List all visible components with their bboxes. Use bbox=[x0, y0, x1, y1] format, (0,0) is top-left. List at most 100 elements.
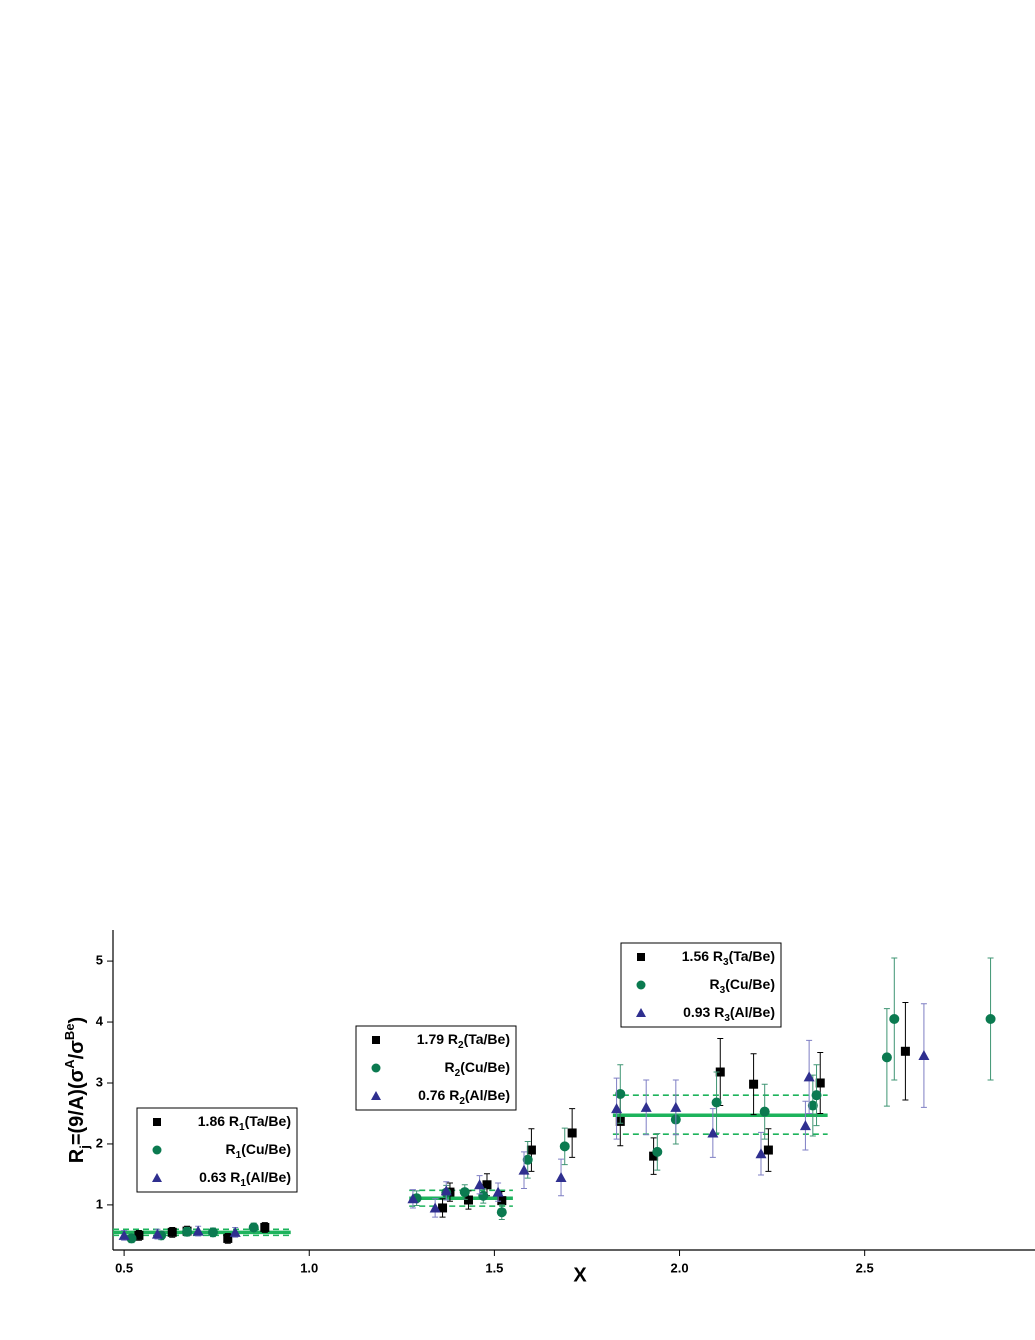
legend-label: R1(Cu/Be) bbox=[226, 1141, 291, 1161]
square-marker bbox=[223, 1233, 233, 1243]
triangle-marker bbox=[474, 1179, 486, 1190]
legend-label-part: (Al/Be) bbox=[465, 1087, 510, 1103]
circle-marker bbox=[711, 1097, 722, 1108]
legend-label-sub: 3 bbox=[723, 957, 729, 968]
legend-marker bbox=[371, 1091, 381, 1100]
y-axis-title-part: =(9/A)(σ bbox=[66, 1068, 88, 1145]
triangle-marker bbox=[440, 1185, 452, 1196]
y-axis-title-part: j bbox=[77, 1145, 92, 1150]
legend-label-sub: 2 bbox=[459, 1096, 465, 1107]
circle-marker bbox=[496, 1207, 507, 1218]
x-tick-label: 2.5 bbox=[856, 1260, 874, 1275]
triangle-marker bbox=[118, 1229, 130, 1240]
legend-label-sub: 1 bbox=[236, 1150, 242, 1161]
circle-marker bbox=[889, 1013, 900, 1024]
square-marker bbox=[438, 1203, 448, 1213]
triangle-marker bbox=[407, 1193, 419, 1204]
legend-label: 1.79 R2(Ta/Be) bbox=[417, 1031, 510, 1051]
y-axis-title: Rj=(9/A)(σA/σBe) bbox=[62, 1017, 92, 1163]
y-axis-title-part: R bbox=[66, 1148, 88, 1163]
legend-label-sub: 2 bbox=[455, 1068, 461, 1079]
legend-label-part: (Cu/Be) bbox=[241, 1141, 291, 1157]
legend-label-part: R bbox=[226, 1141, 236, 1157]
triangle-marker bbox=[429, 1202, 441, 1213]
legend-label: 0.93 R3(Al/Be) bbox=[683, 1004, 775, 1024]
legend-label-part: 1.56 R bbox=[682, 948, 723, 964]
square-marker bbox=[463, 1195, 473, 1205]
legend-marker bbox=[372, 1036, 380, 1044]
triangle-marker bbox=[670, 1101, 682, 1112]
y-tick-label: 5 bbox=[96, 953, 103, 968]
square-marker bbox=[763, 1145, 773, 1155]
legend-marker bbox=[371, 1063, 381, 1073]
legend-label-part: (Cu/Be) bbox=[460, 1059, 510, 1075]
triangle-marker bbox=[151, 1228, 163, 1239]
legend-label-part: R bbox=[445, 1059, 455, 1075]
circle-marker bbox=[615, 1088, 626, 1099]
y-axis-title-part: Be bbox=[62, 1023, 77, 1040]
y-tick-label: 3 bbox=[96, 1074, 103, 1089]
legend-box bbox=[355, 1025, 517, 1111]
triangle-marker bbox=[192, 1225, 204, 1236]
legend-box bbox=[620, 942, 782, 1028]
square-marker bbox=[497, 1196, 507, 1206]
legend-label-part: (Ta/Be) bbox=[245, 1113, 291, 1129]
legend-label-part: 1.86 R bbox=[198, 1113, 239, 1129]
legend-marker bbox=[637, 953, 645, 961]
legend-marker bbox=[152, 1173, 162, 1182]
circle-marker bbox=[559, 1141, 570, 1152]
circle-marker bbox=[807, 1100, 818, 1111]
legend-label-sub: 1 bbox=[239, 1122, 245, 1133]
y-tick-label: 2 bbox=[96, 1135, 103, 1150]
legend-box bbox=[136, 1107, 298, 1193]
triangle-marker bbox=[803, 1071, 815, 1082]
triangle-marker bbox=[492, 1186, 504, 1197]
legend-label: R3(Cu/Be) bbox=[710, 976, 775, 996]
legend-label: 1.56 R3(Ta/Be) bbox=[682, 948, 775, 968]
triangle-marker bbox=[918, 1050, 930, 1061]
square-marker bbox=[167, 1227, 177, 1237]
x-axis-title: X bbox=[573, 1264, 587, 1286]
legend-label-sub: 3 bbox=[724, 1013, 730, 1024]
square-marker bbox=[649, 1151, 659, 1161]
square-marker bbox=[134, 1230, 144, 1240]
legend-label-sub: 1 bbox=[240, 1178, 246, 1189]
y-axis-title-part: A bbox=[62, 1059, 77, 1069]
legend-label: R2(Cu/Be) bbox=[445, 1059, 510, 1079]
legend-marker bbox=[153, 1118, 161, 1126]
legend-label-part: R bbox=[710, 976, 720, 992]
legend-label-sub: 3 bbox=[720, 985, 726, 996]
square-marker bbox=[749, 1079, 759, 1089]
legend-label: 1.86 R1(Ta/Be) bbox=[198, 1113, 291, 1133]
triangle-marker bbox=[518, 1164, 530, 1175]
circle-marker bbox=[985, 1013, 996, 1024]
x-tick-label: 0.5 bbox=[115, 1260, 133, 1275]
triangle-marker bbox=[707, 1127, 719, 1138]
x-tick-label: 1.5 bbox=[485, 1260, 503, 1275]
circle-marker bbox=[248, 1222, 259, 1233]
circle-marker bbox=[207, 1227, 218, 1238]
triangle-marker bbox=[555, 1171, 567, 1182]
y-tick-label: 1 bbox=[96, 1196, 103, 1211]
legend-label-part: 0.63 R bbox=[199, 1169, 240, 1185]
square-marker bbox=[900, 1046, 910, 1056]
legend-label-part: 1.79 R bbox=[417, 1031, 458, 1047]
square-marker bbox=[567, 1128, 577, 1138]
square-marker bbox=[526, 1145, 536, 1155]
triangle-marker bbox=[799, 1120, 811, 1131]
circle-marker bbox=[522, 1154, 533, 1165]
legend-label: 0.76 R2(Al/Be) bbox=[418, 1087, 510, 1107]
square-marker bbox=[715, 1067, 725, 1077]
triangle-marker bbox=[229, 1226, 241, 1237]
x-tick-label: 1.0 bbox=[300, 1260, 318, 1275]
circle-marker bbox=[759, 1106, 770, 1117]
circle-marker bbox=[881, 1052, 892, 1063]
circle-marker bbox=[182, 1226, 193, 1237]
legend-label-part: 0.76 R bbox=[418, 1087, 459, 1103]
circle-marker bbox=[459, 1187, 470, 1198]
legend-label: 0.63 R1(Al/Be) bbox=[199, 1169, 291, 1189]
y-tick-label: 4 bbox=[96, 1013, 104, 1028]
legend-marker bbox=[636, 980, 646, 990]
square-marker bbox=[260, 1222, 270, 1232]
